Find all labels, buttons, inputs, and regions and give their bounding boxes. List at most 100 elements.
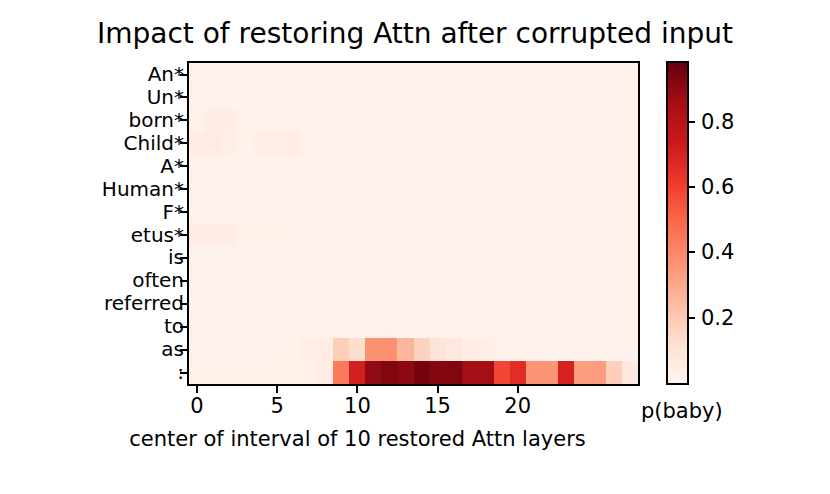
chart-title: Impact of restoring Attn after corrupted…: [0, 18, 830, 50]
heatmap-cell: [301, 86, 317, 109]
heatmap-cell: [494, 224, 510, 247]
heatmap-cell: [574, 201, 590, 224]
heatmap-cell: [558, 155, 574, 178]
heatmap-cell: [349, 224, 365, 247]
heatmap-cell: [381, 201, 397, 224]
heatmap-cell: [269, 269, 285, 292]
heatmap-cell: [462, 86, 478, 109]
colorbar-tick-mark: [689, 251, 695, 253]
heatmap-cell: [558, 132, 574, 155]
heatmap-cell: [414, 269, 430, 292]
heatmap-cell: [510, 292, 526, 315]
heatmap-cell: [574, 155, 590, 178]
heatmap-cell: [590, 315, 606, 338]
heatmap-cell: [462, 132, 478, 155]
colorbar-tick-label: 0.6: [701, 175, 734, 199]
heatmap-cell: [606, 63, 622, 86]
heatmap-cell: [446, 63, 462, 86]
heatmap-cell: [510, 109, 526, 132]
heatmap-cell: [221, 292, 237, 315]
heatmap-cell: [590, 224, 606, 247]
heatmap-cell: [478, 86, 494, 109]
heatmap-cell: [237, 224, 253, 247]
heatmap-cell: [317, 132, 333, 155]
heatmap-cell: [205, 109, 221, 132]
heatmap-cell: [237, 292, 253, 315]
heatmap-cell: [365, 338, 381, 361]
heatmap-cell: [526, 361, 542, 384]
heatmap-cell: [349, 269, 365, 292]
heatmap-cell: [430, 132, 446, 155]
heatmap-cell: [494, 109, 510, 132]
heatmap-cell: [317, 292, 333, 315]
heatmap-cell: [494, 315, 510, 338]
heatmap-cell: [397, 132, 413, 155]
heatmap-cell: [462, 338, 478, 361]
heatmap-cell: [365, 292, 381, 315]
heatmap-cell: [269, 155, 285, 178]
heatmap-cell: [285, 269, 301, 292]
heatmap-cell: [285, 315, 301, 338]
heatmap-cell: [317, 86, 333, 109]
heatmap-cell: [478, 178, 494, 201]
heatmap-cell: [269, 315, 285, 338]
heatmap-cell: [510, 361, 526, 384]
heatmap-cell: [542, 361, 558, 384]
y-tick-label: is: [168, 246, 184, 269]
colorbar-tick-label: 0.4: [701, 240, 734, 264]
heatmap-cell: [221, 269, 237, 292]
heatmap-cell: [574, 292, 590, 315]
heatmap-cell: [205, 178, 221, 201]
heatmap-cell: [494, 361, 510, 384]
y-tick-label: often: [132, 269, 184, 292]
heatmap-cell: [446, 109, 462, 132]
heatmap-cell: [414, 155, 430, 178]
heatmap-cell: [189, 269, 205, 292]
heatmap-cell: [333, 315, 349, 338]
heatmap-cell: [606, 201, 622, 224]
heatmap-cell: [542, 269, 558, 292]
heatmap-cell: [253, 132, 269, 155]
heatmap-cell: [430, 63, 446, 86]
colorbar-label: p(baby): [641, 399, 723, 424]
heatmap-cell: [205, 86, 221, 109]
heatmap-cell: [430, 86, 446, 109]
heatmap-cell: [301, 246, 317, 269]
heatmap-cell: [317, 338, 333, 361]
heatmap-cell: [526, 315, 542, 338]
heatmap-cell: [542, 86, 558, 109]
heatmap-cell: [205, 269, 221, 292]
heatmap-cell: [189, 132, 205, 155]
heatmap-cell: [381, 132, 397, 155]
heatmap-cell: [253, 86, 269, 109]
heatmap-cell: [269, 132, 285, 155]
heatmap-cell: [253, 201, 269, 224]
heatmap-cell: [414, 315, 430, 338]
heatmap-cell: [542, 201, 558, 224]
heatmap-cell: [317, 201, 333, 224]
heatmap-cell: [269, 224, 285, 247]
heatmap-cell: [622, 178, 638, 201]
heatmap-cell: [462, 315, 478, 338]
heatmap-cell: [285, 246, 301, 269]
x-tick-label: 10: [327, 394, 387, 418]
heatmap-cell: [590, 109, 606, 132]
heatmap-cell: [333, 224, 349, 247]
heatmap-cell: [221, 201, 237, 224]
heatmap-cell: [558, 292, 574, 315]
y-tick-label: :: [177, 361, 184, 384]
heatmap-cell: [542, 132, 558, 155]
y-tick-label: An*: [148, 63, 184, 86]
colorbar-tick-mark: [689, 186, 695, 188]
heatmap-cell: [301, 155, 317, 178]
heatmap-cell: [430, 361, 446, 384]
heatmap-cell: [397, 361, 413, 384]
heatmap-cell: [301, 63, 317, 86]
heatmap-cell: [189, 63, 205, 86]
heatmap-cell: [189, 155, 205, 178]
heatmap-cell: [397, 292, 413, 315]
heatmap-cell: [269, 361, 285, 384]
heatmap-cell: [510, 315, 526, 338]
heatmap-cell: [510, 201, 526, 224]
heatmap-cell: [333, 269, 349, 292]
